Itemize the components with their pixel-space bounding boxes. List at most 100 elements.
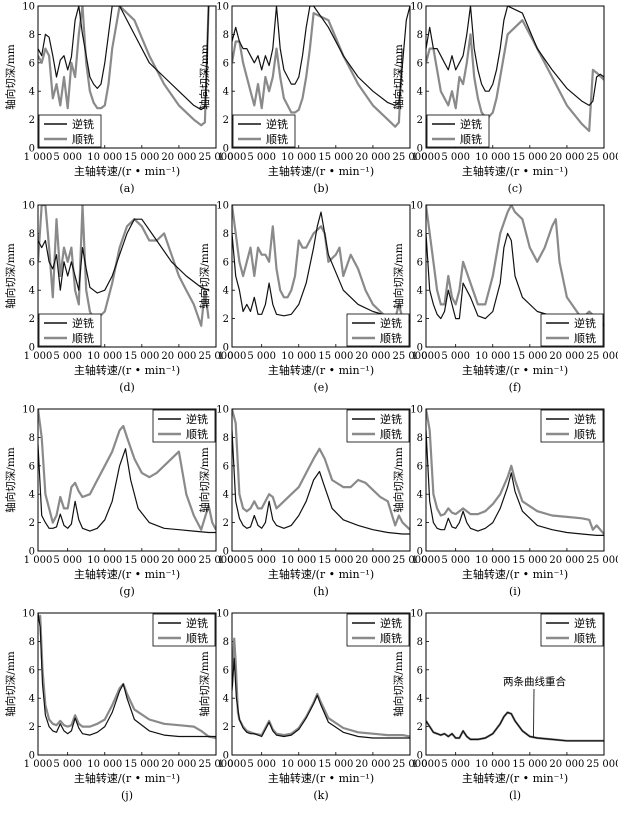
x-tick-label: 20 000 xyxy=(355,759,390,770)
y-tick-label: 8 xyxy=(223,637,229,648)
y-axis-label: 轴向切深/mm xyxy=(198,651,211,716)
x-tick-label: 15 000 xyxy=(124,351,159,362)
panel-label: (b) xyxy=(313,182,329,195)
series-line-downmilling xyxy=(38,6,209,125)
x-tick-label: 25 000 xyxy=(587,152,618,163)
panel-label: (d) xyxy=(119,381,135,394)
x-tick-label: 20 000 xyxy=(549,152,584,163)
x-tick-label: 5 000 xyxy=(53,351,82,362)
x-axis-label: 主轴转速/(r • min⁻¹) xyxy=(462,363,568,377)
x-tick-label: 20 000 xyxy=(549,555,584,566)
legend-label-downmilling: 顺铣 xyxy=(186,631,208,645)
x-axis-label: 主轴转速/(r • min⁻¹) xyxy=(268,771,374,785)
panel-label: (k) xyxy=(313,789,328,802)
legend-label-upmilling: 逆铣 xyxy=(266,117,288,131)
x-tick-label: 1 000 xyxy=(412,759,441,770)
y-tick-label: 8 xyxy=(417,433,423,444)
x-tick-label: 15 000 xyxy=(124,759,159,770)
y-tick-label: 4 xyxy=(29,286,35,297)
legend-label-upmilling: 逆铣 xyxy=(460,117,482,131)
y-axis-label: 轴向切深/mm xyxy=(392,651,405,716)
legend-label-upmilling: 逆铣 xyxy=(380,412,402,426)
y-tick-label: 4 xyxy=(29,490,35,501)
x-tick-label: 10 000 xyxy=(87,555,122,566)
y-tick-label: 4 xyxy=(223,694,229,705)
x-tick-label: 10 000 xyxy=(475,152,510,163)
x-tick-label: 20 000 xyxy=(355,351,390,362)
x-tick-label: 10 000 xyxy=(87,759,122,770)
x-tick-label: 20 000 xyxy=(161,555,196,566)
y-tick-label: 10 xyxy=(410,201,423,212)
y-tick-label: 4 xyxy=(29,694,35,705)
series-line-upmilling xyxy=(38,6,209,110)
x-tick-label: 5 000 xyxy=(441,351,470,362)
x-tick-label: 15 000 xyxy=(318,351,353,362)
y-tick-label: 6 xyxy=(29,665,35,676)
x-tick-label: 20 000 xyxy=(355,555,390,566)
x-tick-label: 10 000 xyxy=(475,759,510,770)
y-tick-label: 8 xyxy=(417,30,423,41)
y-tick-label: 2 xyxy=(29,314,35,325)
y-tick-label: 10 xyxy=(22,609,35,620)
x-tick-label: 25 000 xyxy=(587,351,618,362)
x-tick-label: 15 000 xyxy=(124,555,159,566)
legend-label-downmilling: 顺铣 xyxy=(460,132,482,146)
y-tick-label: 2 xyxy=(223,518,229,529)
panel-label: (j) xyxy=(121,789,133,802)
panel-label: (l) xyxy=(509,789,521,802)
y-tick-label: 10 xyxy=(410,405,423,416)
y-tick-label: 4 xyxy=(417,490,423,501)
legend-label-upmilling: 逆铣 xyxy=(72,316,94,330)
x-tick-label: 20 000 xyxy=(161,351,196,362)
x-axis-label: 主轴转速/(r • min⁻¹) xyxy=(74,567,180,581)
legend-label-downmilling: 顺铣 xyxy=(186,427,208,441)
series-line-upmilling xyxy=(232,430,410,534)
y-tick-label: 8 xyxy=(223,30,229,41)
x-tick-label: 5 000 xyxy=(247,759,276,770)
y-axis-label: 轴向切深/mm xyxy=(198,243,211,308)
y-axis-label: 轴向切深/mm xyxy=(392,44,405,109)
x-tick-label: 1 000 xyxy=(24,152,53,163)
x-tick-label: 5 000 xyxy=(441,555,470,566)
y-tick-label: 2 xyxy=(29,115,35,126)
series-line-downmilling xyxy=(426,20,604,131)
y-tick-label: 2 xyxy=(223,115,229,126)
x-tick-label: 25 000 xyxy=(587,759,618,770)
legend-label-downmilling: 顺铣 xyxy=(380,331,402,345)
legend-label-downmilling: 顺铣 xyxy=(266,132,288,146)
annotation-label: 两条曲线重合 xyxy=(503,675,566,688)
x-tick-label: 15 000 xyxy=(512,759,547,770)
x-tick-label: 15 000 xyxy=(318,759,353,770)
y-tick-label: 2 xyxy=(417,722,423,733)
y-tick-label: 2 xyxy=(417,314,423,325)
y-tick-label: 10 xyxy=(22,201,35,212)
x-tick-label: 1 000 xyxy=(412,555,441,566)
x-axis-label: 主轴转速/(r • min⁻¹) xyxy=(462,164,568,178)
legend-label-downmilling: 顺铣 xyxy=(574,631,596,645)
legend-label-downmilling: 顺铣 xyxy=(72,331,94,345)
x-tick-label: 10 000 xyxy=(475,351,510,362)
x-tick-label: 15 000 xyxy=(512,152,547,163)
x-axis-label: 主轴转速/(r • min⁻¹) xyxy=(74,771,180,785)
panel-label: (a) xyxy=(119,182,134,195)
legend-label-upmilling: 逆铣 xyxy=(72,117,94,131)
x-tick-label: 20 000 xyxy=(549,351,584,362)
x-tick-label: 1 000 xyxy=(24,555,53,566)
y-tick-label: 8 xyxy=(29,637,35,648)
y-tick-label: 8 xyxy=(29,433,35,444)
panel-label: (f) xyxy=(509,381,522,394)
y-tick-label: 4 xyxy=(223,286,229,297)
y-tick-label: 8 xyxy=(29,30,35,41)
y-tick-label: 6 xyxy=(417,461,423,472)
x-tick-label: 1 000 xyxy=(218,152,247,163)
y-tick-label: 4 xyxy=(223,87,229,98)
x-tick-label: 1 000 xyxy=(24,351,53,362)
y-tick-label: 10 xyxy=(216,2,229,13)
y-tick-label: 4 xyxy=(417,694,423,705)
y-axis-label: 轴向切深/mm xyxy=(392,447,405,512)
x-tick-label: 5 000 xyxy=(53,152,82,163)
x-tick-label: 10 000 xyxy=(281,759,316,770)
y-tick-label: 4 xyxy=(417,87,423,98)
